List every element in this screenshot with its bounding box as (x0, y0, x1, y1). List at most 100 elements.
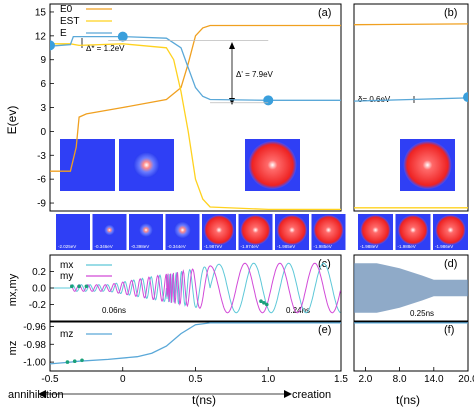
dot-e-1 (72, 359, 77, 364)
snapshot-0 (56, 214, 90, 250)
xtick-label-e-1: 0 (120, 374, 126, 385)
series-d-envelope (354, 263, 468, 313)
panel-c-plot (50, 262, 341, 314)
dot-c-2 (84, 284, 89, 289)
legend-e: mz (60, 329, 112, 340)
panel-label-d: (d) (444, 258, 457, 270)
series-c-mx (69, 262, 341, 314)
snapshot-core-9 (398, 215, 428, 245)
delta-prime-arrow-bottom (229, 98, 235, 105)
snapshot-core-5 (240, 215, 271, 245)
marker-a-1 (117, 31, 128, 42)
snapshot-strip: -2.025eV -0.346eV -0.398eV -0.344eV -1.987eV… (56, 214, 468, 250)
snapshot-core-7 (313, 215, 344, 245)
ytick-label-a-6: 9 (40, 55, 46, 66)
ytick-label-a-5: 6 (40, 79, 46, 90)
panel-e-frame (49, 321, 342, 372)
inset-large-skyrmion-b-core (403, 141, 452, 189)
xtick-label-f-0: 2.0 (358, 374, 372, 385)
snapshot-core-3 (174, 221, 191, 239)
annot-delta-prime: Δ' = 7.9eV (236, 70, 274, 79)
series-b-e0 (354, 23, 468, 26)
snapshot-core-2 (139, 223, 153, 237)
snapshot-core-1 (104, 224, 115, 236)
marker-a-2 (263, 95, 274, 106)
snapshot-label-7: -1.985eV (314, 244, 332, 249)
snapshot-label-2: -0.398eV (131, 244, 149, 249)
dot-c-3 (259, 299, 263, 304)
snapshot-label-10: -1.986eV (435, 244, 453, 249)
snapshot-core-8 (360, 215, 391, 245)
delta-prime-arrow-top (229, 42, 235, 49)
snapshot-core-6 (277, 215, 307, 245)
legend-a-e0: E0 (60, 4, 73, 15)
inset-uniform (60, 139, 115, 191)
legend-c-my: my (60, 271, 73, 282)
dot-c-0 (70, 284, 74, 289)
panel-label-e: (e) (318, 324, 331, 336)
panel-d-plot (354, 263, 468, 313)
snapshot-core-10 (435, 215, 466, 245)
legend-a-est: EST (60, 16, 79, 27)
xtick-label-e-2: 0.5 (189, 374, 203, 385)
snapshot-label-9: -1.988eV (398, 244, 416, 249)
snapshot-label-6: -1.985eV (277, 244, 295, 249)
panel-b-frame (353, 3, 469, 212)
ylabel-e: mz (7, 341, 19, 356)
ytick-label-a-8: 15 (35, 7, 47, 18)
series-b-e (354, 97, 468, 102)
ytick-label-e-1: -0.98 (23, 340, 46, 351)
dot-c-1 (77, 284, 81, 289)
ytick-label-a-7: 12 (35, 31, 47, 42)
snapshot-label-0: -2.025eV (58, 244, 76, 249)
series-c-my (70, 262, 341, 314)
panel-label-f: (f) (444, 324, 454, 336)
ylabel-a: E(ev) (5, 106, 19, 135)
ytick-label-c-1: 0.0 (32, 284, 46, 295)
xtick-label-e-3: 1.0 (261, 374, 275, 385)
dot-c-5 (264, 302, 269, 307)
ytick-label-a-1: -6 (37, 175, 46, 186)
xtick-label-e-0: -0.5 (41, 374, 59, 385)
ytick-label-a-3: 0 (40, 127, 46, 138)
panel-b-plot (354, 23, 468, 209)
dot-e-0 (65, 360, 70, 364)
ytick-label-c-2: 0.2 (32, 267, 46, 278)
marker-a-0 (50, 40, 55, 51)
ytick-label-e-0: -1.00 (23, 358, 46, 369)
ylabel-c: mx,my (7, 273, 19, 306)
panel-label-a: (a) (318, 7, 331, 19)
axis-ticks: -9 -6 -3 0 3 6 9 12 15 -0.2 0.0 0.2 -1.00 -0.98 -0.96 -… (23, 7, 474, 385)
series-a-est (50, 43, 341, 211)
ytick-label-a-4: 3 (40, 103, 46, 114)
annot-t3: 0.25ns (410, 309, 434, 318)
snapshot-label-5: -1.974eV (241, 244, 259, 249)
marker-b-0 (463, 92, 468, 103)
legend-a: E0 EST E (60, 4, 112, 39)
snapshot-label-1: -0.346eV (95, 244, 113, 249)
panel-label-b: (b) (444, 7, 457, 19)
snapshot-core-4 (204, 215, 234, 245)
annot-delta-star: Δ* = 1.2eV (86, 44, 125, 53)
xtick-label-f-3: 20.0 (458, 374, 474, 385)
legend-e-mz: mz (60, 329, 73, 340)
inset-small-skyrmion-core (133, 152, 160, 178)
ytick-label-c-0: -0.2 (29, 300, 47, 311)
series-a-e0 (50, 24, 341, 172)
ytick-label-a-2: -3 (37, 151, 46, 162)
series-e-mz (50, 322, 341, 365)
xtick-label-f-2: 14.0 (424, 374, 444, 385)
xtick-label-e-4: 1.5 (334, 374, 348, 385)
ytick-label-a-0: -9 (37, 199, 46, 210)
arrow-left-label: annihilation (8, 389, 64, 401)
time-arrow-left-head (38, 390, 46, 398)
snapshot-label-8: -1.988eV (360, 244, 378, 249)
panel-a-plot (50, 24, 341, 211)
annot-delta: δ= 0.6eV (358, 95, 391, 104)
panel-e-plot (50, 322, 341, 365)
snapshot-label-4: -1.987eV (204, 244, 222, 249)
legend-a-e: E (60, 28, 67, 39)
annot-t2: 0.24ns (286, 306, 310, 315)
snapshot-label-3: -0.344eV (168, 244, 186, 249)
